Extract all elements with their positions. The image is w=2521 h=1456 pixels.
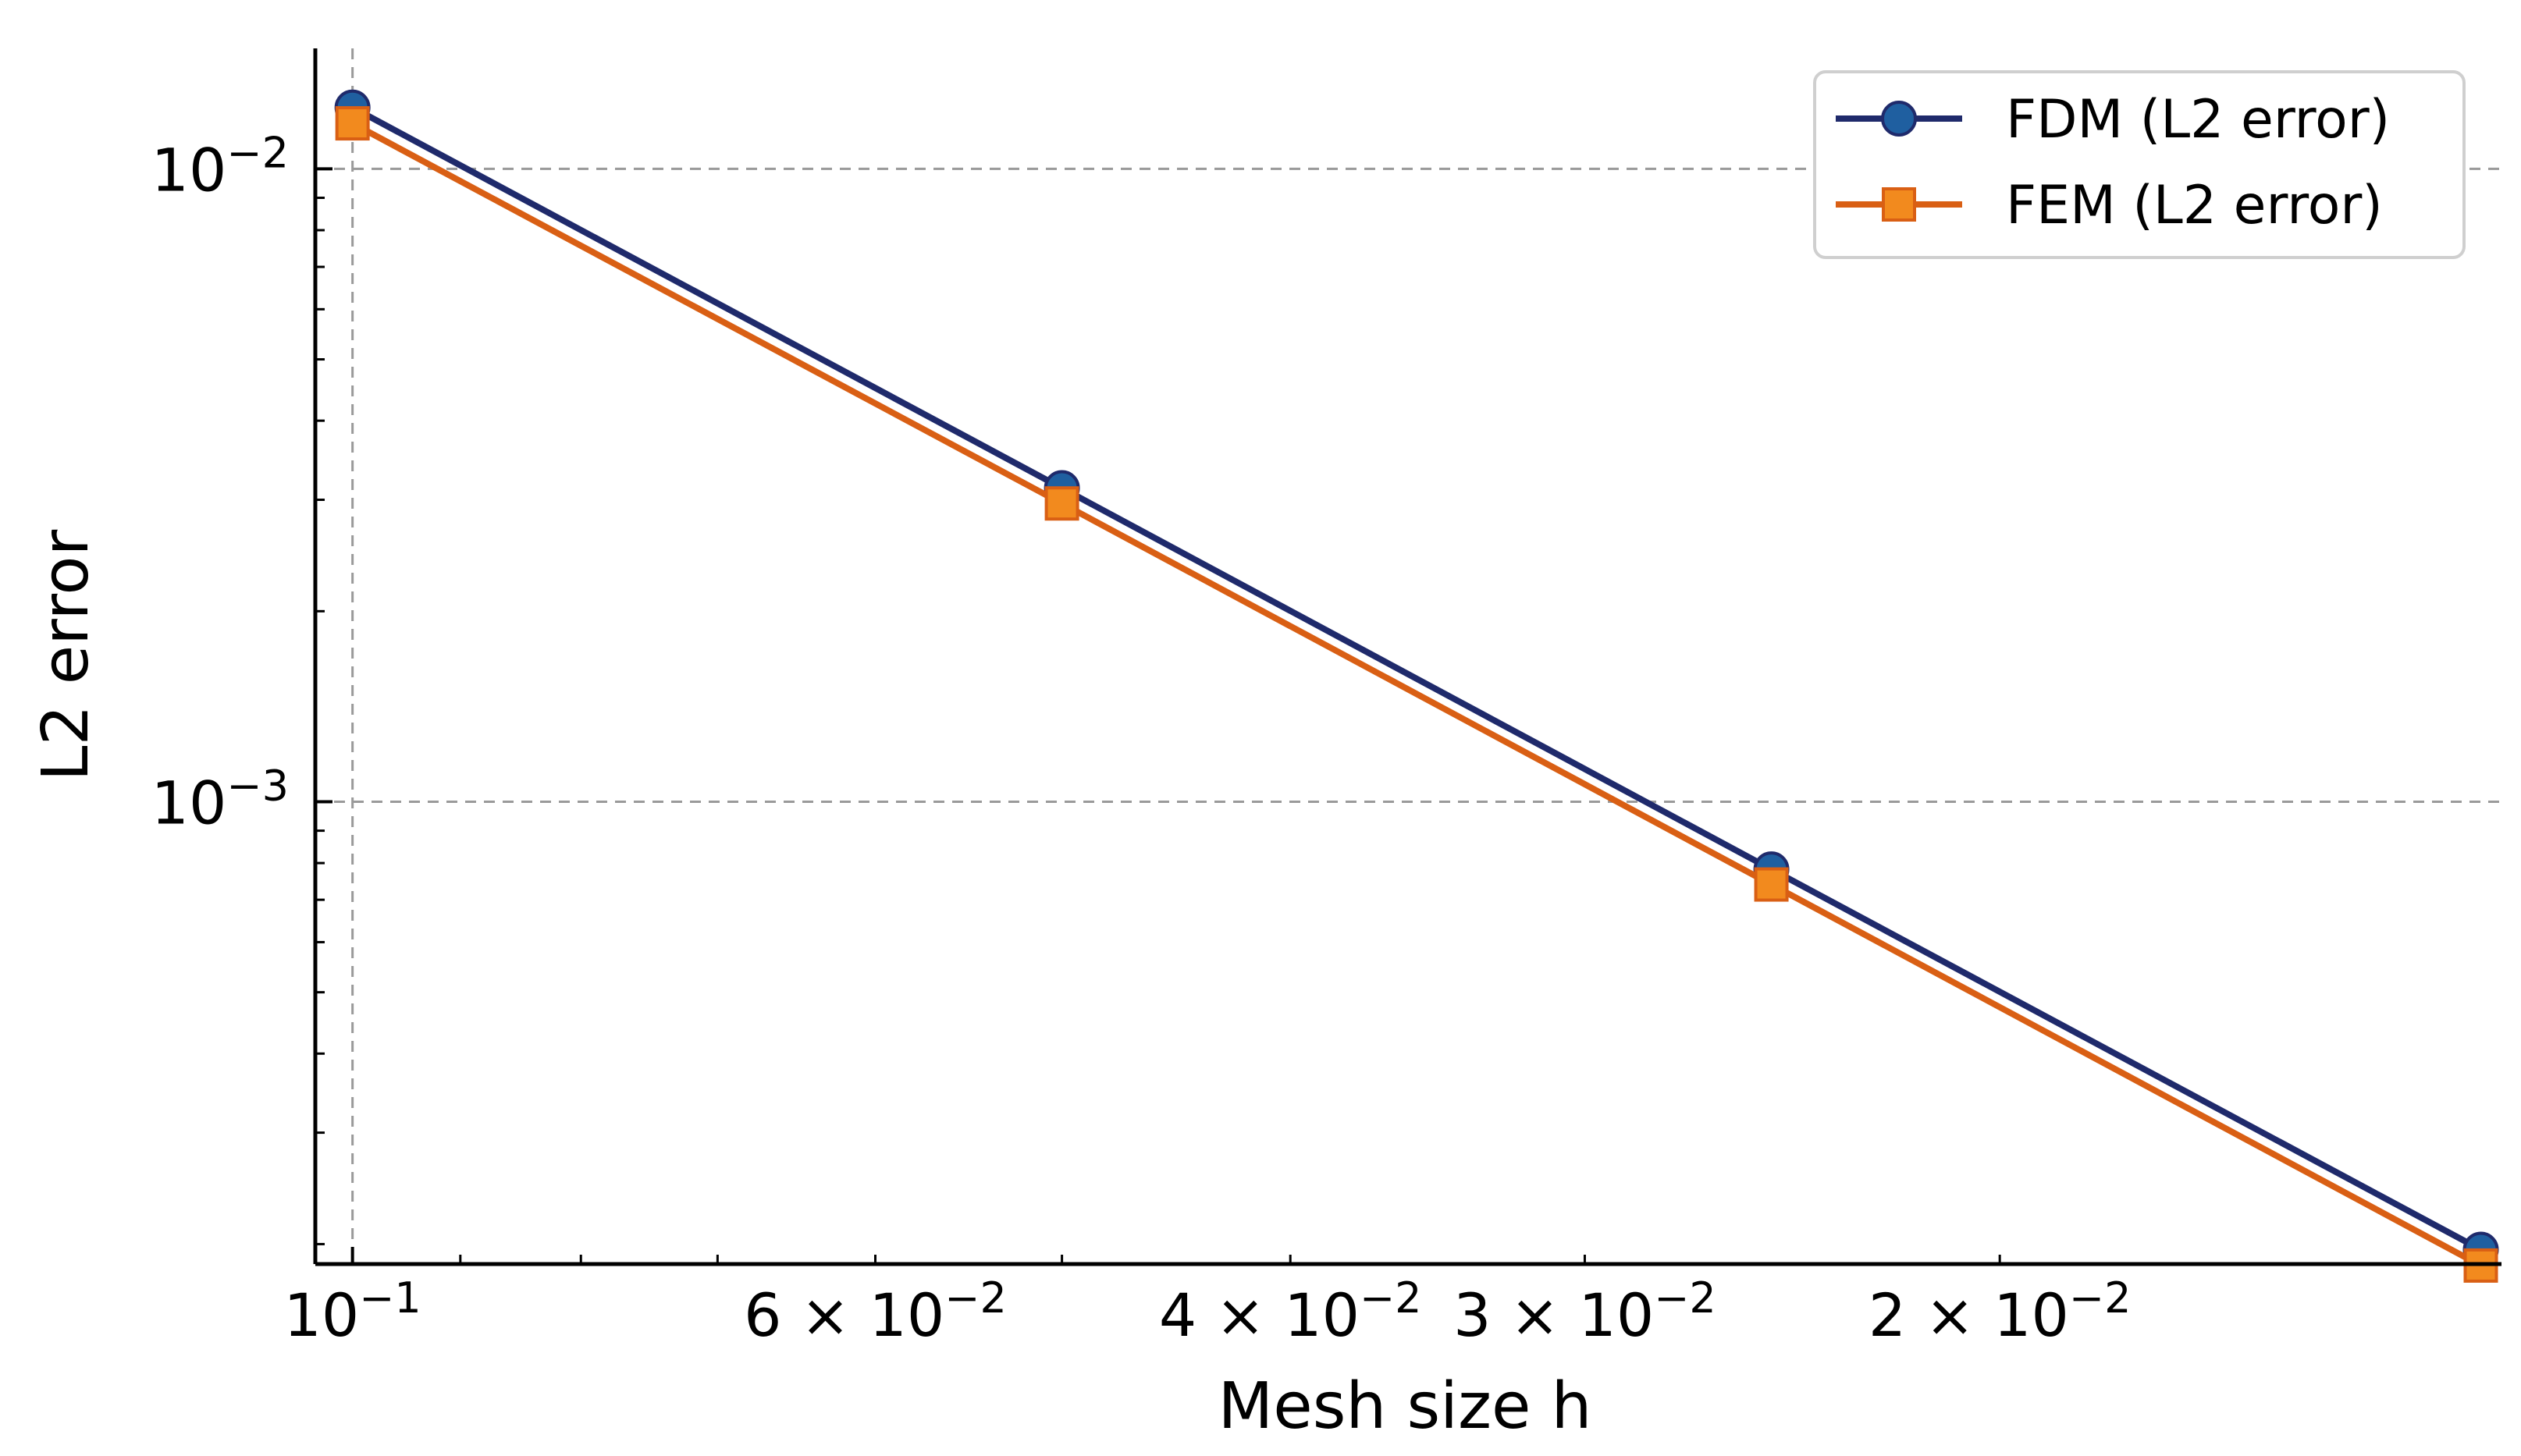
series-lines — [334, 89, 2499, 1283]
legend-label-fdm: FDM (L2 error) — [2006, 89, 2390, 151]
x-tick-label: 4 × 10−2 — [1159, 1273, 1422, 1350]
x-tick-label: 2 × 10−2 — [1869, 1273, 2132, 1350]
y-tick-label: 10−3 — [151, 761, 289, 837]
y-tick-label: 10−2 — [151, 128, 289, 204]
data-point-fem — [335, 106, 370, 141]
legend-marker-fem — [1882, 187, 1916, 222]
plot-axes — [313, 48, 2501, 1266]
data-point-fem — [1044, 486, 1079, 521]
x-axis-label: Mesh size h — [1218, 1369, 1592, 1444]
minor-ticks — [315, 196, 2001, 1264]
series-line-fdm — [350, 105, 2483, 1253]
x-tick-label: 10−1 — [283, 1273, 421, 1350]
legend-box — [1813, 70, 2466, 259]
data-point-fem — [1754, 867, 1789, 902]
major-ticks — [315, 167, 354, 1264]
y-axis-label: L2 error — [29, 529, 103, 781]
series-line-fem — [350, 120, 2483, 1269]
x-tick-label: 6 × 10−2 — [744, 1273, 1007, 1350]
tick-labels: 10−2 10−3 10−1 6 × 10−2 4 × 10−2 3 × 10−2 2 × … — [151, 128, 2132, 1350]
x-tick-label: 3 × 10−2 — [1453, 1273, 1716, 1350]
legend-marker-fdm — [1881, 101, 1917, 137]
legend-label-fem: FEM (L2 error) — [2006, 175, 2383, 236]
legend: FDM (L2 error) FEM (L2 error) — [1813, 70, 2466, 259]
